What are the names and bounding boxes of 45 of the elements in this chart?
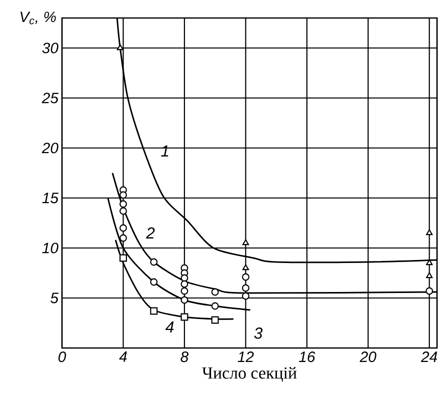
y-tick-label: 10 — [42, 242, 58, 254]
point — [242, 273, 250, 281]
point — [150, 307, 158, 315]
point — [150, 258, 158, 266]
point — [242, 292, 250, 300]
y-tick-label: 30 — [42, 42, 58, 54]
point — [242, 284, 250, 292]
point — [211, 316, 219, 324]
point — [211, 288, 219, 296]
point — [426, 272, 433, 278]
y-axis-title: V$_{c}$, % — [20, 12, 56, 24]
point — [119, 207, 127, 215]
point — [426, 287, 434, 295]
x-tick-label: 0 — [58, 352, 66, 362]
x-tick-label: 16 — [298, 352, 316, 362]
x-tick-label: 12 — [238, 352, 254, 362]
point — [242, 264, 249, 270]
point — [180, 274, 188, 282]
point — [180, 280, 188, 288]
x-tick-label: 24 — [420, 352, 438, 362]
point — [180, 313, 188, 321]
point — [180, 296, 188, 304]
point — [426, 259, 433, 266]
point — [242, 239, 249, 246]
point — [211, 302, 219, 310]
point — [180, 287, 188, 295]
point — [426, 229, 433, 236]
series-label: 2 — [146, 227, 155, 238]
y-tick-label: 15 — [42, 192, 59, 204]
y-tick-label: 5 — [50, 292, 59, 304]
y-tick-label: 20 — [42, 142, 58, 154]
x-tick-label: 20 — [360, 352, 376, 362]
series-label: 4 — [165, 322, 174, 332]
point — [150, 278, 158, 286]
point — [119, 224, 127, 232]
x-tick-label: 4 — [119, 352, 127, 362]
x-axis-title: Число секцій — [202, 366, 297, 382]
point — [119, 234, 127, 242]
point — [119, 254, 127, 262]
x-tick-label: 8 — [180, 352, 189, 362]
series-label: 3 — [254, 328, 263, 339]
point — [119, 200, 127, 208]
y-tick-label: 25 — [42, 92, 59, 104]
point — [116, 44, 124, 50]
point — [119, 191, 127, 199]
